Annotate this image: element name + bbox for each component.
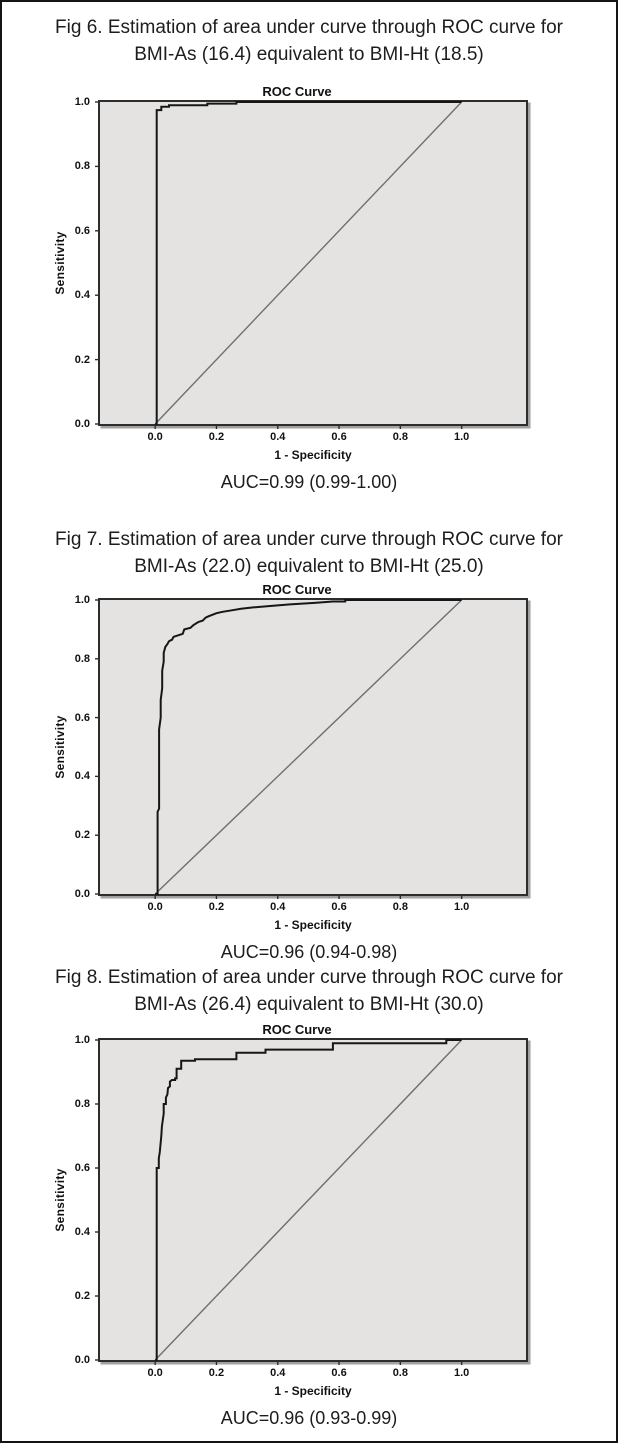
x-axis-label: 1 - Specificity — [274, 448, 352, 462]
x-tick-label: 0.4 — [270, 901, 286, 913]
x-tick-label: 0.6 — [331, 1367, 347, 1379]
y-tick-label: 0.2 — [74, 353, 90, 366]
reference-line — [154, 1039, 463, 1361]
roc-curve — [155, 599, 462, 895]
x-tick-label: 0.4 — [270, 431, 286, 443]
roc-plot: Sensitivity 0.0 0.2 0.4 0.6 0.8 1.0 0.0 0.2 0.4 0… — [53, 594, 528, 913]
caption-line: BMI-As (26.4) equivalent to BMI-Ht (30.0… — [134, 994, 484, 1015]
y-tick-label: 0.6 — [74, 1162, 90, 1174]
y-tick-label: 0.4 — [74, 770, 90, 783]
chart-area: Sensitivity 0.0 0.2 0.4 0.6 0.8 1.0 0.0 0.2 0.4 0… — [53, 96, 528, 443]
caption-line: Fig 7. Estimation of area under curve th… — [55, 529, 563, 550]
y-axis-label: Sensitivity — [53, 231, 67, 295]
roc-plot-canvas — [95, 1039, 463, 1365]
y-tick-label: 0.0 — [74, 1354, 90, 1366]
chart-title: ROC Curve — [262, 582, 332, 597]
x-tick-label: 1.0 — [453, 431, 470, 443]
figure-6-caption: Fig 6. Estimation of area under curve th… — [2, 14, 616, 68]
x-tick-label: 0.8 — [392, 431, 408, 443]
x-axis-label: 1 - Specificity — [274, 1384, 352, 1398]
figure-8-caption: Fig 8. Estimation of area under curve th… — [2, 964, 616, 1018]
caption-line: Fig 6. Estimation of area under curve th… — [55, 17, 563, 38]
figure-7: Fig 7. Estimation of area under curve th… — [2, 526, 616, 964]
x-tick-label: 1.0 — [453, 1367, 470, 1379]
y-tick-label: 0.8 — [74, 652, 90, 665]
chart-title: ROC Curve — [262, 1022, 332, 1037]
auc-value: AUC=0.96 (0.93-0.99) — [220, 1408, 398, 1428]
figure-7-caption: Fig 7. Estimation of area under curve th… — [2, 526, 616, 580]
x-tick-label: 0.8 — [392, 901, 408, 913]
roc-plot-canvas — [95, 599, 463, 899]
auc-value: AUC=0.96 (0.94-0.98) — [220, 942, 398, 962]
y-tick-label: 1.0 — [74, 1034, 90, 1046]
caption-line: BMI-As (22.0) equivalent to BMI-Ht (25.0… — [134, 556, 484, 577]
chart-area: Sensitivity 0.0 0.2 0.4 0.6 0.8 1.0 0.0 0.2 0.4 0… — [53, 1034, 528, 1379]
x-tick-label: 1.0 — [453, 901, 470, 913]
y-tick-label: 0.2 — [74, 1290, 90, 1302]
x-tick-label: 0.2 — [208, 901, 225, 913]
caption-line: Fig 8. Estimation of area under curve th… — [55, 967, 563, 988]
x-tick-label: 0.0 — [147, 1367, 163, 1379]
x-tick-label: 0.8 — [392, 1367, 408, 1379]
x-tick-label: 0.0 — [147, 431, 163, 443]
x-tick-label: 0.6 — [331, 431, 347, 443]
roc-curve — [155, 1039, 462, 1361]
auc-value: AUC=0.99 (0.99-1.00) — [220, 472, 398, 492]
y-tick-label: 0.8 — [74, 160, 90, 173]
x-tick-label: 0.2 — [208, 1367, 225, 1379]
roc-curve — [155, 101, 462, 425]
y-tick-label: 1.0 — [74, 594, 90, 606]
x-tick-label: 0.2 — [208, 431, 225, 443]
chart-title: ROC Curve — [262, 84, 332, 99]
y-tick-label: 0.0 — [74, 418, 90, 430]
x-axis-label: 1 - Specificity — [274, 918, 352, 932]
figure-6: Fig 6. Estimation of area under curve th… — [2, 14, 616, 494]
y-tick-label: 0.0 — [74, 888, 90, 900]
figure-8: Fig 8. Estimation of area under curve th… — [2, 964, 616, 1430]
y-tick-label: 0.2 — [74, 829, 90, 842]
y-tick-label: 0.6 — [74, 711, 90, 724]
chart-area: Sensitivity 0.0 0.2 0.4 0.6 0.8 1.0 0.0 0.2 0.4 0… — [53, 594, 528, 913]
y-tick-label: 0.8 — [74, 1098, 90, 1110]
roc-plot: Sensitivity 0.0 0.2 0.4 0.6 0.8 1.0 0.0 0.2 0.4 0… — [53, 96, 528, 443]
roc-plot-canvas — [95, 101, 463, 429]
y-axis-label: Sensitivity — [53, 1168, 67, 1232]
roc-plot: Sensitivity 0.0 0.2 0.4 0.6 0.8 1.0 0.0 0.2 0.4 0… — [53, 1034, 528, 1379]
reference-line — [154, 599, 463, 895]
x-tick-label: 0.4 — [270, 1367, 286, 1379]
y-tick-label: 0.4 — [74, 289, 90, 302]
x-tick-label: 0.0 — [147, 901, 163, 913]
caption-line: BMI-As (16.4) equivalent to BMI-Ht (18.5… — [134, 44, 484, 65]
y-axis-label: Sensitivity — [53, 715, 67, 779]
x-tick-label: 0.6 — [331, 901, 347, 913]
reference-line — [154, 101, 463, 425]
y-tick-label: 1.0 — [74, 96, 90, 108]
y-tick-label: 0.4 — [74, 1226, 90, 1238]
y-tick-label: 0.6 — [74, 224, 90, 237]
